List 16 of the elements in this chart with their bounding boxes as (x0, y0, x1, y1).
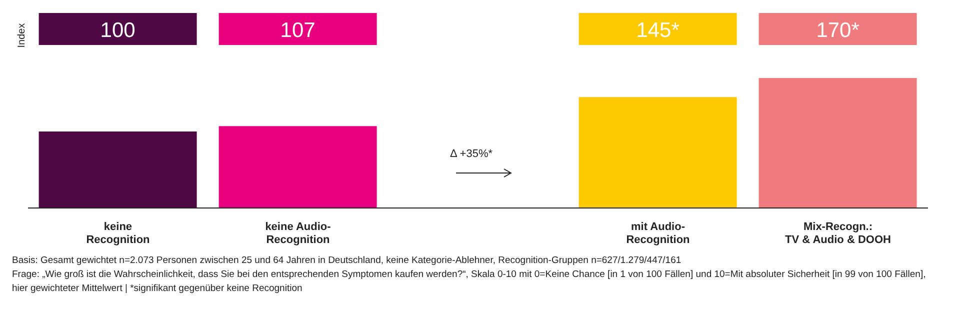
data-label: 107 (280, 19, 316, 42)
text: Basis: Gesamt gewichtet n=2.073 Personen zwischen 25 und 64 Jahren in Deutschland, keine Kategorie-Ablehner, Recognition-Gruppen n=627/1.279/447/161 (12, 254, 682, 268)
bar (38, 132, 197, 208)
bar (758, 78, 917, 208)
data-label: 100 (100, 19, 136, 42)
bar (578, 97, 737, 208)
bar (218, 126, 377, 208)
data-label: 170* (816, 19, 860, 42)
data-label: 145* (636, 19, 680, 42)
x-tick-label: keine Audio- Recognition (265, 221, 332, 246)
y-axis-title: Index (16, 23, 28, 48)
annotation: Δ +35%* (450, 148, 493, 160)
x-tick-label: Mix-Recogn.: TV & Audio & DOOH (785, 221, 892, 246)
x-tick-label: mit Audio- Recognition (626, 221, 690, 246)
x-tick-label: keine Recognition (86, 221, 150, 246)
text: Frage: „Wie groß ist die Wahrscheinlichkeit, dass Sie bei den entsprechenden Symptomen kaufen werden?“, Skala 0-10 mit 0=Keine Chance [in 1 von 100 Fällen] und 10=Mit absoluter Sicherheit [in 99 von 100 Fällen], hier gewichteter Mittelwert | *signifikant gegenüber keine Recognition (12, 268, 927, 296)
